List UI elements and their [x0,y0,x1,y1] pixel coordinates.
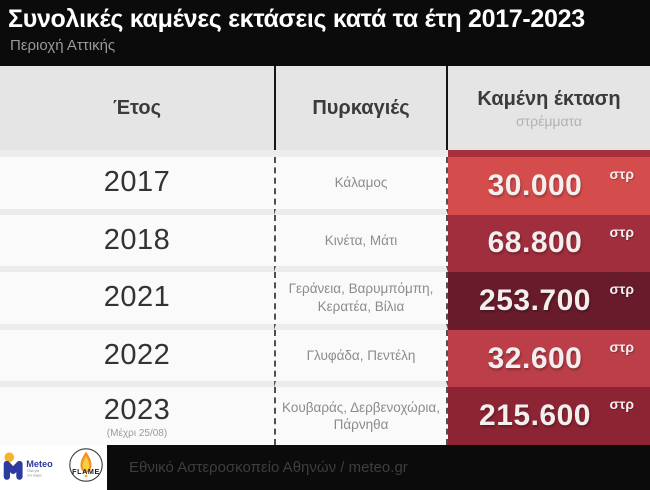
fires-cell: Γεράνεια, Βαρυμπόμπη, Κερατέα, Βίλια [274,272,448,330]
fires-value: Κουβαράς, Δερβενοχώρια, Πάρνηθα [282,399,440,433]
column-header-fires-label: Πυρκαγιές [312,96,410,119]
table-row: 2021 Γεράνεια, Βαρυμπόμπη, Κερατέα, Βίλι… [0,272,650,330]
table-row: 2018 Κινέτα, Μάτι 68.800 στρ [0,214,650,273]
footer: Meteo Όλα για τον καιρό FLAME Εθνικό Αστ… [0,445,650,490]
year-value: 2023 [103,393,171,426]
page-title: Συνολικές καμένες εκτάσεις κατά τα έτη 2… [8,5,585,33]
year-value: 2021 [103,281,171,314]
svg-text:FLAME: FLAME [72,467,100,476]
year-value: 2017 [103,166,171,199]
year-value: 2022 [103,339,171,372]
area-unit: στρ [609,223,635,240]
area-cell: 253.700 στρ [448,272,650,330]
area-value: 253.700 [479,283,591,317]
year-cell: 2023 (Μέχρι 25/08) [0,387,274,445]
fires-value: Κινέτα, Μάτι [324,232,398,248]
year-cell: 2022 [0,329,274,388]
year-cell: 2018 [0,214,274,273]
title-band: Συνολικές καμένες εκτάσεις κατά τα έτη 2… [0,0,650,66]
area-unit: στρ [609,396,635,413]
area-cell: 32.600 στρ [448,329,650,388]
area-value: 32.600 [487,341,583,375]
year-value: 2018 [103,223,171,256]
area-cell: 30.000 στρ [448,157,650,215]
year-cell: 2021 [0,272,274,330]
footer-credit-bar: Εθνικό Αστεροσκοπείο Αθηνών / meteo.gr [107,445,650,490]
meteo-logo-icon: Meteo Όλα για τον καιρό [3,450,63,485]
area-value: 215.600 [479,399,591,433]
footer-credit-text: Εθνικό Αστεροσκοπείο Αθηνών / meteo.gr [129,459,408,476]
area-unit: στρ [609,281,635,298]
column-header-area-sublabel: στρέμματα [515,112,583,129]
fires-value: Κάλαμος [334,175,388,191]
fires-cell: Κουβαράς, Δερβενοχώρια, Πάρνηθα [274,387,448,445]
table-row: 2023 (Μέχρι 25/08) Κουβαράς, Δερβενοχώρι… [0,387,650,445]
flame-logo-icon: FLAME [68,447,104,488]
area-unit: στρ [609,338,635,355]
svg-text:τον καιρό: τον καιρό [27,473,41,477]
fires-value: Γεράνεια, Βαρυμπόμπη, Κερατέα, Βίλια [288,281,434,314]
area-value: 30.000 [487,168,583,202]
fires-cell: Κάλαμος [274,157,448,215]
header-strip-red [448,150,650,157]
fires-value: Γλυφάδα, Πεντέλη [306,347,416,363]
column-header-year-label: Έτος [112,96,162,119]
fires-cell: Κινέτα, Μάτι [274,214,448,273]
header-strip-left [0,150,448,157]
year-note: (Μέχρι 25/08) [106,427,168,439]
header-strip [0,150,650,157]
column-header-area: Καμένη έκταση στρέμματα [448,66,650,150]
area-cell: 215.600 στρ [448,387,650,445]
table-row: 2017 Κάλαμος 30.000 στρ [0,157,650,215]
table-body: 2017 Κάλαμος 30.000 στρ 2018 Κινέτα, Μάτ… [0,157,650,445]
column-header-year: Έτος [0,66,274,150]
svg-text:Meteo: Meteo [26,459,53,469]
svg-text:Όλα για: Όλα για [26,469,39,473]
area-cell: 68.800 στρ [448,214,650,273]
page-subtitle: Περιοχή Αττικής [10,36,116,54]
column-header-area-label: Καμένη έκταση [477,87,621,110]
column-header-fires: Πυρκαγιές [274,66,448,150]
table-header: Έτος Πυρκαγιές Καμένη έκταση στρέμματα [0,66,650,150]
area-unit: στρ [609,166,635,182]
fires-cell: Γλυφάδα, Πεντέλη [274,329,448,388]
table-row: 2022 Γλυφάδα, Πεντέλη 32.600 στρ [0,329,650,388]
area-value: 68.800 [487,226,583,260]
footer-logo-box: Meteo Όλα για τον καιρό FLAME [0,445,107,490]
year-cell: 2017 [0,157,274,215]
